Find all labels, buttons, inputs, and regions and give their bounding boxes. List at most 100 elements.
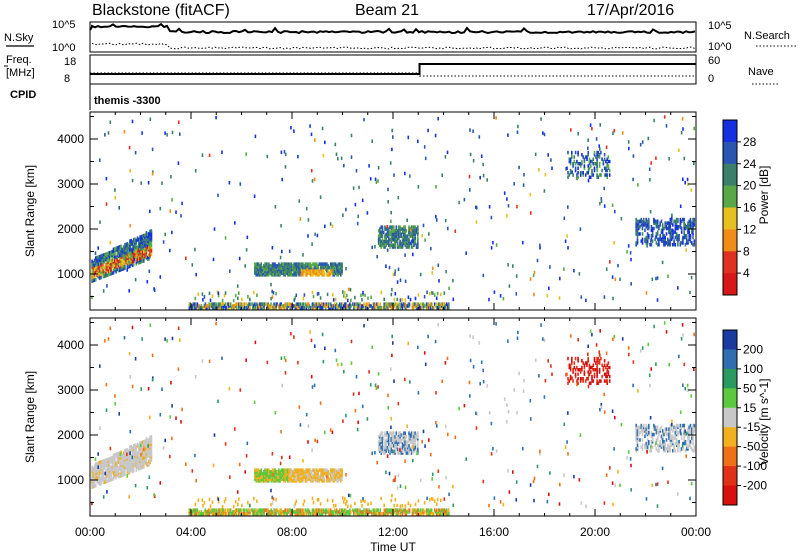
power-cell: [98, 256, 101, 261]
power-cell: [132, 252, 135, 256]
velocity-cell: [303, 512, 306, 516]
power-cell: [423, 304, 426, 308]
power-cell: [628, 146, 630, 151]
velocity-cell: [91, 476, 93, 480]
power-cell: [579, 162, 582, 166]
velocity-cell: [101, 474, 103, 478]
power-cell: [322, 271, 324, 275]
power-cell: [329, 265, 332, 270]
power-cell: [308, 262, 310, 266]
nsky-top-tick: 10^5: [52, 19, 76, 31]
velocity-cell: [544, 378, 547, 383]
velocity-cell: [246, 508, 248, 512]
power-cell: [350, 304, 352, 308]
velocity-cell: [315, 512, 318, 516]
power-cell: [100, 272, 102, 276]
power-cell: [590, 175, 592, 179]
velocity-cell: [677, 440, 679, 444]
power-cell: [443, 302, 445, 306]
power-cell: [98, 274, 101, 279]
power-cell: [109, 120, 112, 124]
power-cell: [431, 306, 434, 310]
power-cell: [257, 265, 260, 270]
power-cell: [428, 292, 431, 296]
velocity-cell: [139, 448, 141, 453]
power-cell: [362, 290, 364, 295]
velocity-cell: [98, 482, 101, 486]
velocity-cell: [684, 441, 687, 446]
velocity-cell: [681, 323, 684, 327]
velocity-cell: [312, 468, 314, 472]
power-cell: [684, 235, 687, 240]
velocity-cell: [322, 468, 324, 472]
power-cell: [254, 271, 256, 275]
power-cell: [239, 304, 241, 308]
power-cell: [334, 262, 337, 266]
velocity-cell: [243, 510, 245, 514]
power-cell: [103, 270, 106, 275]
velocity-cell: [395, 442, 398, 446]
velocity-cell: [326, 475, 328, 479]
velocity-cell: [273, 473, 275, 478]
power-cell: [92, 260, 95, 265]
power-cell: [129, 262, 131, 267]
velocity-cell: [134, 454, 136, 458]
velocity-cell: [92, 479, 95, 483]
velocity-cell: [635, 449, 637, 453]
velocity-cell: [134, 445, 136, 449]
power-cell: [315, 302, 318, 306]
power-cell: [129, 255, 131, 260]
power-cell: [591, 159, 593, 164]
velocity-cell: [390, 445, 393, 450]
power-cell: [672, 243, 674, 247]
velocity-cell: [130, 462, 132, 467]
velocity-cell: [132, 456, 135, 460]
velocity-cell: [273, 477, 275, 481]
power-cell: [437, 116, 439, 121]
velocity-cell: [534, 358, 537, 363]
power-cell: [309, 306, 312, 310]
power-cell: [286, 267, 289, 272]
velocity-cell: [413, 447, 415, 452]
velocity-cell: [373, 508, 375, 512]
power-cell: [667, 274, 669, 278]
power-cell: [612, 131, 614, 135]
power-cell: [488, 205, 491, 209]
power-cell: [112, 262, 115, 266]
power-cell: [298, 306, 301, 310]
power-cell: [576, 173, 578, 177]
velocity-cell: [366, 510, 368, 514]
velocity-cell: [667, 449, 669, 453]
power-cell: [140, 247, 142, 251]
velocity-cell: [363, 508, 365, 512]
velocity-cell: [329, 508, 332, 512]
velocity-cell: [418, 512, 421, 516]
velocity-cell: [672, 434, 674, 439]
velocity-cell: [140, 458, 143, 463]
velocity-cell: [333, 477, 336, 481]
velocity-cell: [108, 474, 111, 479]
cpid-panel: CPID themis -3300: [10, 84, 161, 110]
velocity-cell: [95, 473, 97, 477]
velocity-cell: [669, 449, 672, 453]
velocity-cell: [191, 469, 194, 473]
power-cell: [257, 269, 260, 274]
velocity-cell: [278, 512, 280, 516]
power-cell: [340, 156, 343, 161]
power-cell: [293, 298, 296, 302]
power-cell: [391, 245, 394, 249]
velocity-cell: [130, 453, 132, 458]
power-cell: [211, 294, 214, 298]
velocity-cell: [444, 361, 447, 365]
velocity-cell: [219, 510, 222, 514]
velocity-cell: [688, 425, 690, 430]
power-cell: [312, 262, 314, 266]
power-cell: [227, 302, 230, 306]
velocity-cell: [130, 444, 132, 449]
power-cell: [564, 239, 567, 243]
nave-series: [90, 72, 696, 77]
velocity-cell: [663, 440, 665, 444]
power-cell: [568, 173, 571, 177]
power-cell: [103, 254, 106, 259]
velocity-cell: [253, 512, 255, 516]
